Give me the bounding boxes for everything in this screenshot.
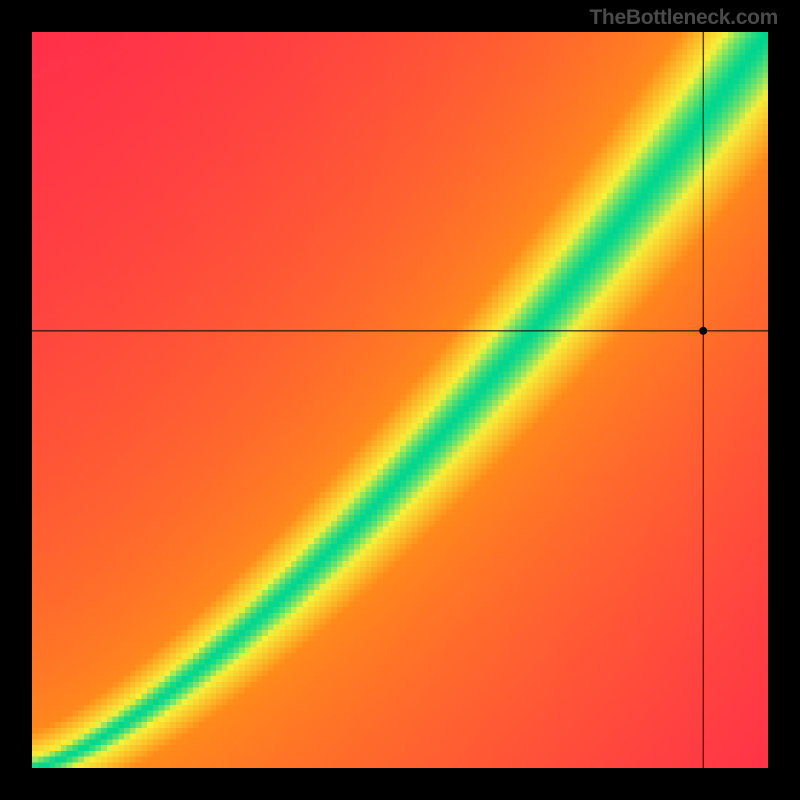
watermark-text: TheBottleneck.com — [589, 6, 778, 30]
chart-container: TheBottleneck.com — [0, 0, 800, 800]
heatmap-canvas — [32, 32, 768, 768]
